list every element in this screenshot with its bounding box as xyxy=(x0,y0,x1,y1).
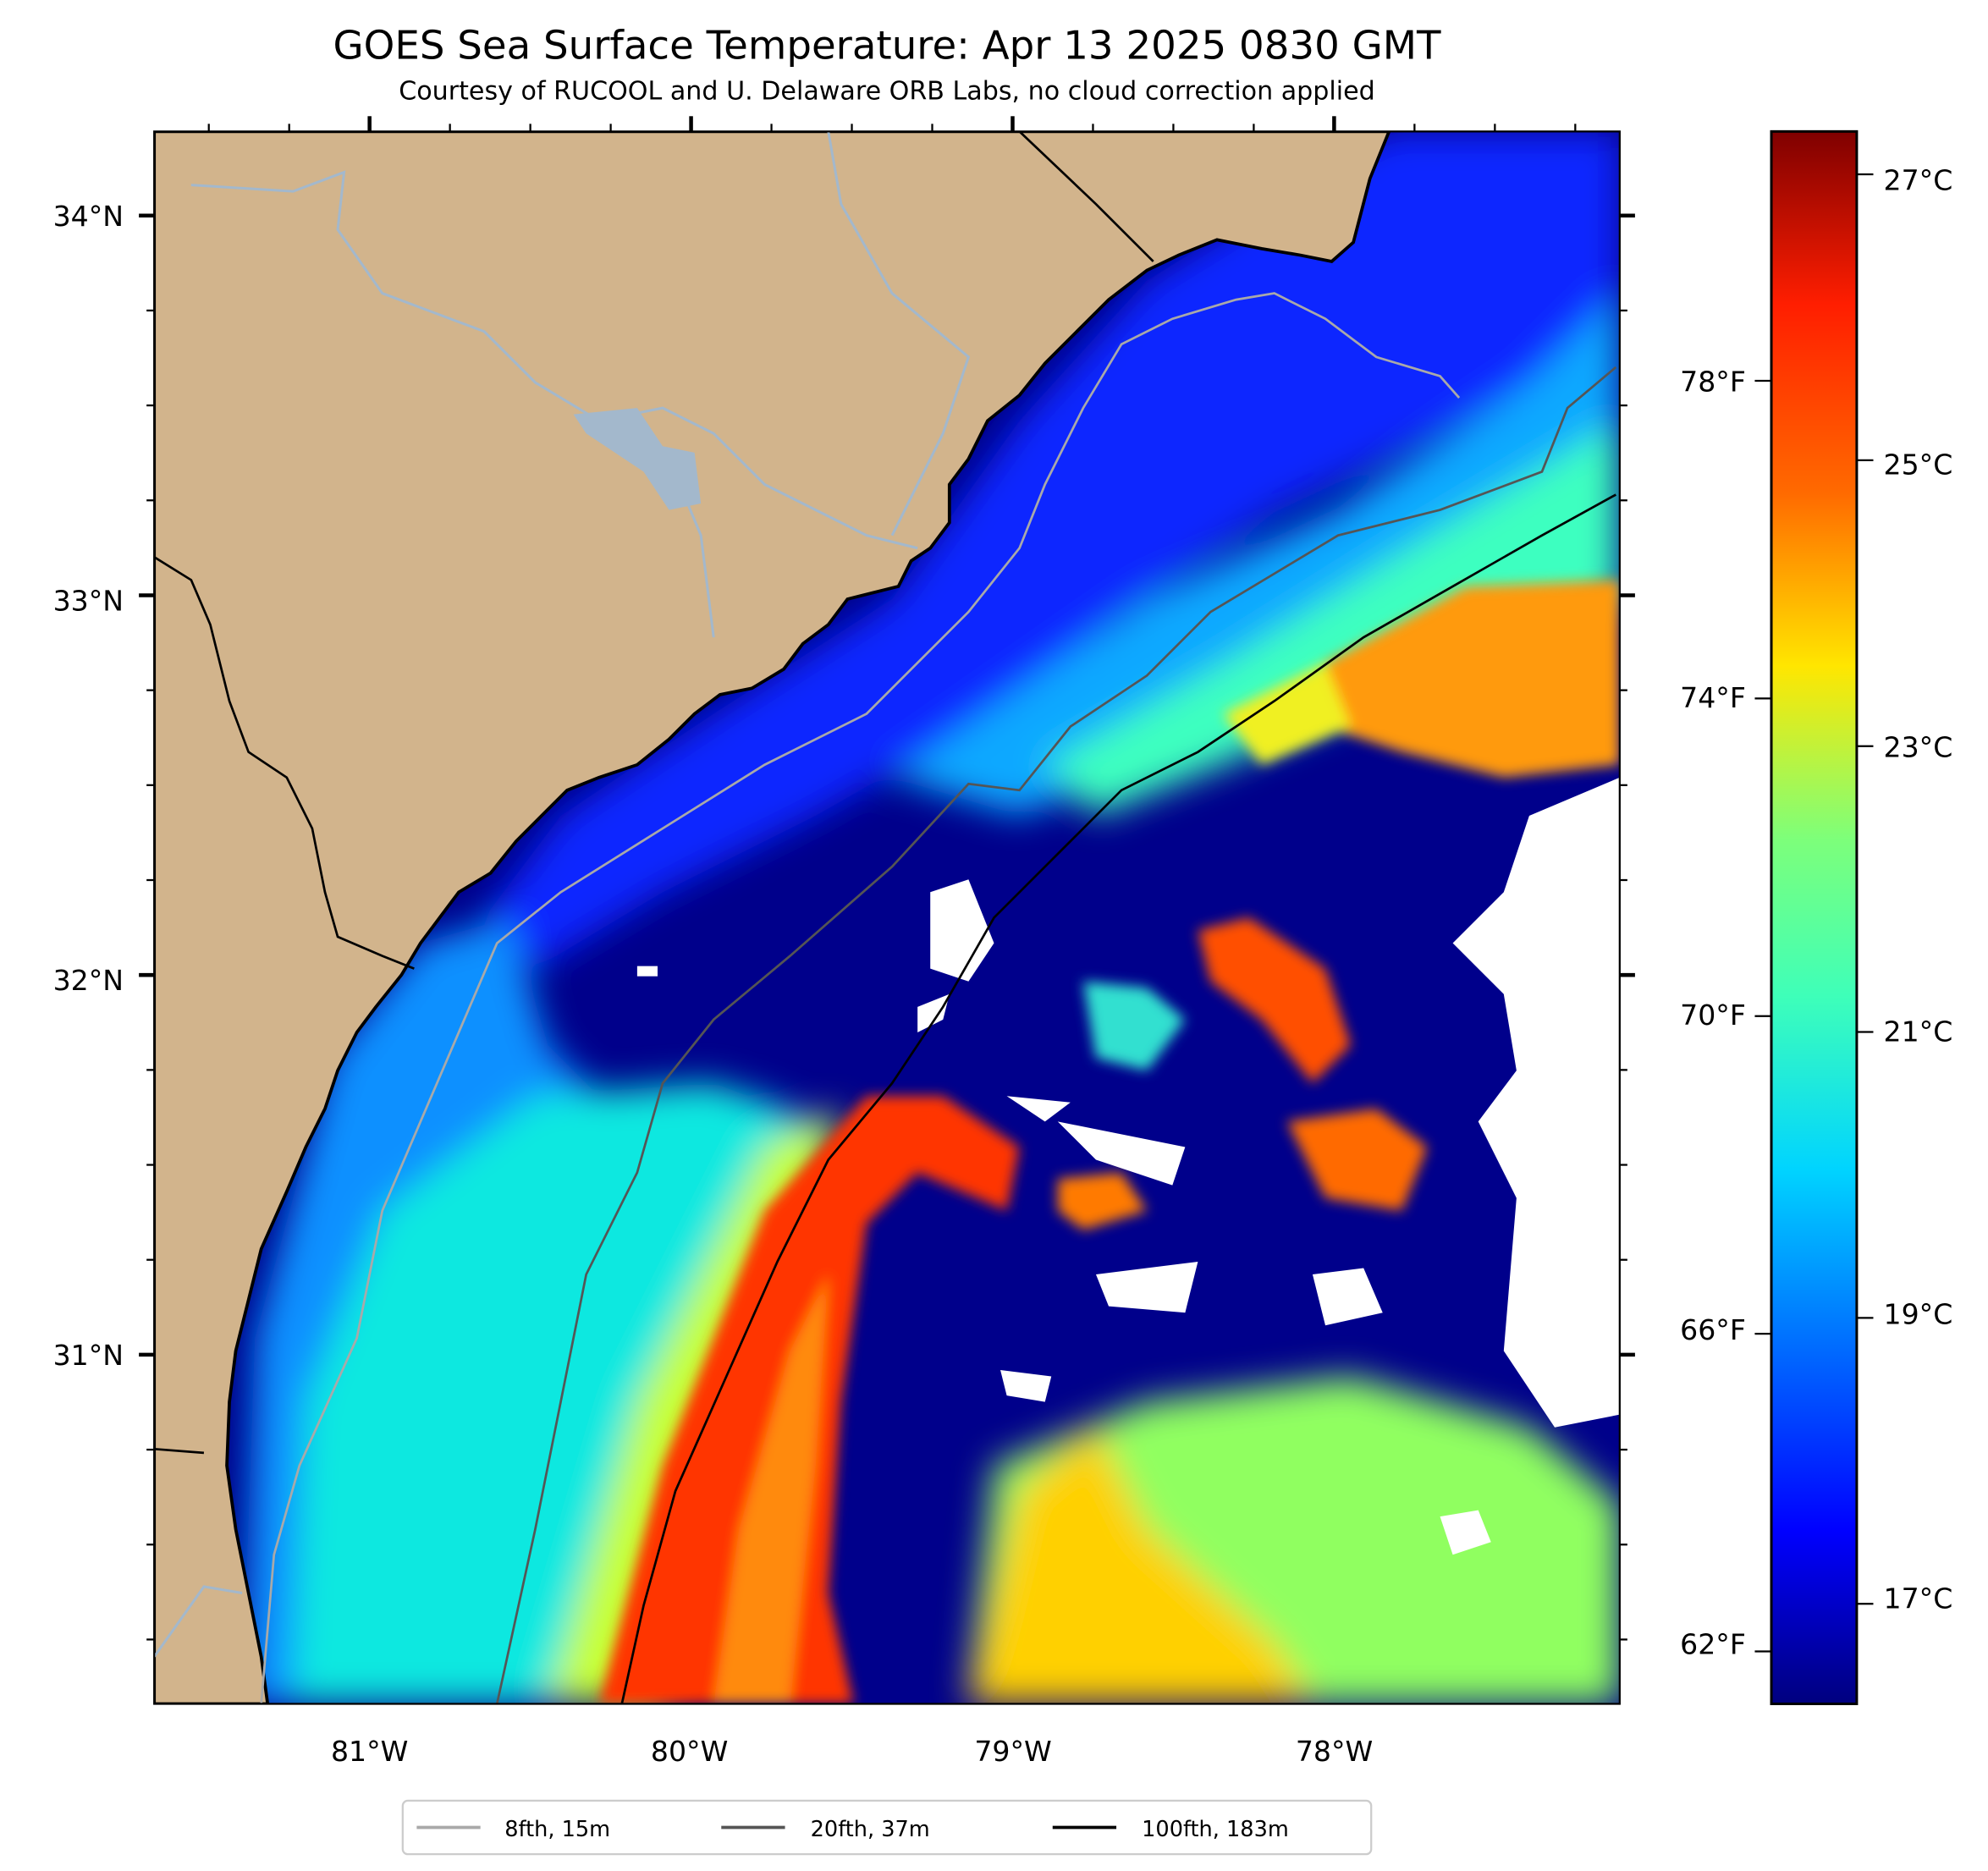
colorbar-f-label: 78°F xyxy=(1680,366,1746,399)
north-warm-yellow xyxy=(1223,663,1352,765)
map-ticks xyxy=(139,116,1635,1641)
eddy-orange-3 xyxy=(1057,1172,1148,1230)
coastal-blue-band xyxy=(484,131,1620,969)
reservoir xyxy=(573,408,702,510)
x-tick-label: 81°W xyxy=(331,1735,408,1768)
colorbar-ticks xyxy=(1754,173,1874,1653)
legend-label: 8fth, 15m xyxy=(504,1817,610,1842)
eddy-orange-2 xyxy=(1286,1109,1428,1211)
y-tick-label: 33°N xyxy=(53,585,124,618)
colorbar-c-label: 17°C xyxy=(1884,1582,1953,1615)
y-tick-label: 31°N xyxy=(53,1339,124,1372)
eddy-cyan xyxy=(1082,981,1186,1071)
land xyxy=(154,131,1391,1704)
eddy-orange-1 xyxy=(1198,917,1352,1084)
shelf-green-band xyxy=(1044,421,1620,816)
colorbar-f-label: 70°F xyxy=(1680,999,1746,1032)
x-tick-label: 80°W xyxy=(651,1735,728,1768)
state-borders xyxy=(154,131,1154,1455)
map-area xyxy=(154,131,1620,1704)
isobath-100fth xyxy=(620,493,1616,1704)
colorbar-c-label: 27°C xyxy=(1884,164,1953,197)
colorbar-c-label: 25°C xyxy=(1884,448,1953,481)
southeast-yellow xyxy=(968,1427,1313,1704)
legend-box xyxy=(401,1799,1373,1856)
legend-label: 20fth, 37m xyxy=(811,1817,930,1842)
isobath-20fth xyxy=(495,366,1617,1704)
x-tick-label: 78°W xyxy=(1296,1735,1373,1768)
legend: 8fth, 15m 20fth, 37m 100fth, 183m xyxy=(401,1799,1373,1856)
isobath-8fth xyxy=(260,292,1461,1704)
colorbar-c-label: 23°C xyxy=(1884,731,1953,764)
chart-title: GOES Sea Surface Temperature: Apr 13 202… xyxy=(333,24,1441,69)
y-tick-label: 34°N xyxy=(53,200,124,233)
colorbar-f-label: 74°F xyxy=(1680,681,1746,714)
north-warm-orange xyxy=(1325,580,1620,778)
y-tick-label: 32°N xyxy=(53,964,124,997)
shelf-cyan-band xyxy=(892,293,1620,816)
legend-label: 100fth, 183m xyxy=(1142,1817,1289,1842)
colorbar-c-label: 21°C xyxy=(1884,1015,1953,1048)
cloud-mask xyxy=(636,777,1620,1555)
chart-subtitle: Courtesy of RUCOOL and U. Delaware ORB L… xyxy=(399,77,1375,107)
colorbar-f-label: 62°F xyxy=(1680,1628,1746,1661)
gulf-stream-inner-orange xyxy=(713,1274,829,1704)
map-frame xyxy=(153,130,1621,1705)
colorbar xyxy=(1770,129,1859,1705)
colorbar-c-label: 19°C xyxy=(1884,1298,1953,1331)
south-shelf-cyan xyxy=(293,1083,816,1704)
colorbar-f-label: 66°F xyxy=(1680,1313,1746,1346)
x-tick-label: 79°W xyxy=(974,1735,1051,1768)
